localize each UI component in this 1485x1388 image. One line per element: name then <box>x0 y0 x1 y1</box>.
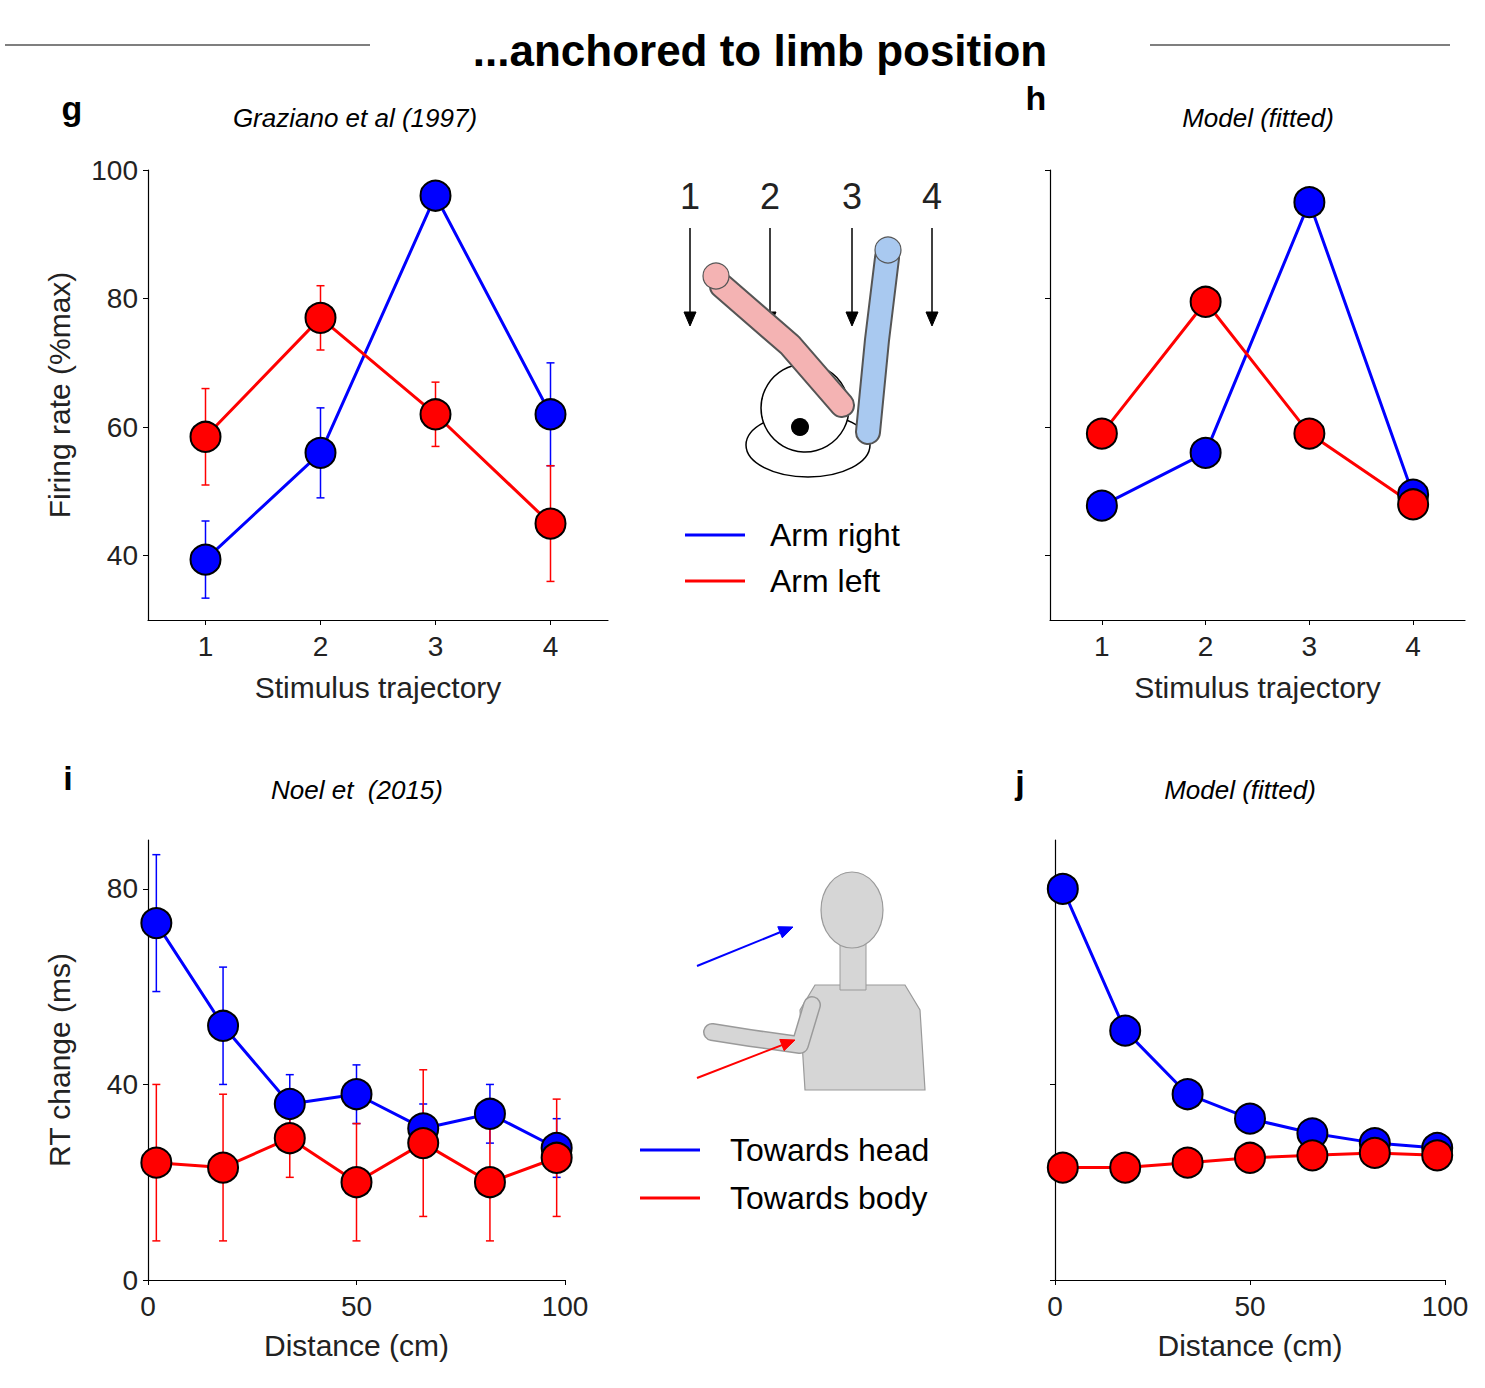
svg-text:Distance (cm): Distance (cm) <box>264 1329 449 1362</box>
svg-text:50: 50 <box>341 1291 372 1322</box>
svg-text:3: 3 <box>428 631 444 662</box>
svg-text:50: 50 <box>1234 1291 1265 1322</box>
svg-text:4: 4 <box>922 176 942 217</box>
svg-text:Graziano et al (1997): Graziano et al (1997) <box>233 103 477 133</box>
svg-text:4: 4 <box>1405 631 1421 662</box>
svg-text:40: 40 <box>107 540 138 571</box>
svg-text:2: 2 <box>760 176 780 217</box>
svg-text:h: h <box>1026 79 1047 117</box>
svg-text:0: 0 <box>122 1265 138 1296</box>
svg-text:Distance (cm): Distance (cm) <box>1157 1329 1342 1362</box>
svg-text:1: 1 <box>1094 631 1110 662</box>
svg-text:Arm left: Arm left <box>770 563 880 599</box>
svg-text:i: i <box>63 759 72 797</box>
svg-text:Stimulus trajectory: Stimulus trajectory <box>1134 671 1381 704</box>
svg-text:g: g <box>62 89 83 127</box>
svg-text:RT change (ms): RT change (ms) <box>43 953 76 1167</box>
svg-text:0: 0 <box>140 1291 156 1322</box>
svg-text:80: 80 <box>107 283 138 314</box>
svg-text:2: 2 <box>313 631 329 662</box>
svg-text:60: 60 <box>107 412 138 443</box>
svg-text:Towards body: Towards body <box>730 1180 927 1216</box>
svg-text:1: 1 <box>198 631 214 662</box>
svg-text:4: 4 <box>543 631 559 662</box>
svg-text:Arm right: Arm right <box>770 517 900 553</box>
svg-text:100: 100 <box>542 1291 589 1322</box>
svg-text:Noel et (2015): Noel et (2015) <box>271 775 443 805</box>
svg-text:Model (fitted): Model (fitted) <box>1164 775 1316 805</box>
svg-text:Stimulus trajectory: Stimulus trajectory <box>255 671 502 704</box>
svg-text:3: 3 <box>842 176 862 217</box>
svg-text:2: 2 <box>1198 631 1214 662</box>
svg-text:100: 100 <box>91 155 138 186</box>
svg-text:Model (fitted): Model (fitted) <box>1182 103 1334 133</box>
svg-text:...anchored to limb position: ...anchored to limb position <box>473 26 1047 75</box>
svg-text:100: 100 <box>1422 1291 1469 1322</box>
svg-text:3: 3 <box>1302 631 1318 662</box>
svg-text:Towards head: Towards head <box>730 1132 929 1168</box>
svg-text:1: 1 <box>680 176 700 217</box>
svg-text:40: 40 <box>107 1069 138 1100</box>
svg-text:Firing rate (%max): Firing rate (%max) <box>43 272 76 519</box>
svg-text:j: j <box>1014 763 1024 801</box>
svg-text:80: 80 <box>107 873 138 904</box>
svg-text:0: 0 <box>1047 1291 1063 1322</box>
